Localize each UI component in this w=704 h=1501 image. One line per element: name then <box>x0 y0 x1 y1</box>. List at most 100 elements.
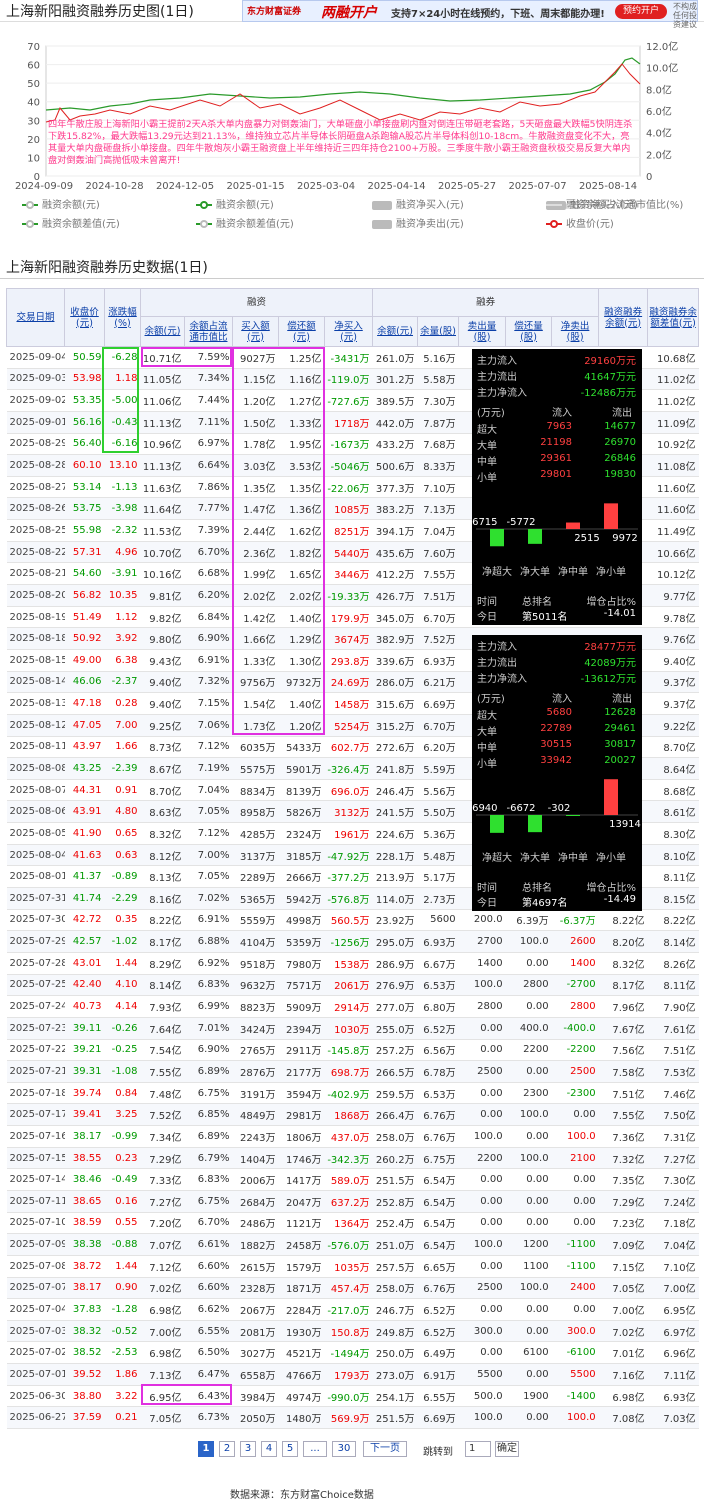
table-cell: 255.0万 <box>372 1017 418 1040</box>
table-cell: 5.48万 <box>417 844 459 867</box>
table-cell: 10.68亿 <box>647 346 699 369</box>
table-cell: 7.04万 <box>417 519 459 542</box>
legend-label: 融资余额差值(元) <box>42 219 120 230</box>
ad-text: 支持7×24小时在线预约，下班、周末都能办理! <box>391 9 605 20</box>
table-cell: 1.35亿 <box>278 476 325 499</box>
table-cell: 4766万 <box>278 1363 325 1386</box>
header-change[interactable]: 涨跌幅(%) <box>104 288 141 347</box>
table-cell: 0.00 <box>458 1168 506 1191</box>
table-cell: 2025-07-29 <box>6 930 65 953</box>
table-cell: 7.93亿 <box>140 995 185 1018</box>
goto-confirm-button[interactable]: 确定 <box>495 1441 519 1457</box>
table-cell: 2914万 <box>324 995 373 1018</box>
legend-item[interactable]: 融资余额(元) <box>196 196 274 211</box>
table-cell: -1.13 <box>104 476 141 499</box>
table-cell: 179.9万 <box>324 606 373 629</box>
popup-main-in-value: 29160万元 <box>584 356 636 367</box>
y-right-tick: 12.0亿 <box>646 40 678 53</box>
table-cell: 7.02% <box>184 887 233 910</box>
table-cell: 11.02亿 <box>647 389 699 412</box>
table-cell: 1.44 <box>104 952 141 975</box>
header-date[interactable]: 交易日期 <box>6 288 65 347</box>
next-page-button[interactable]: 下一页 <box>363 1441 407 1457</box>
header-col-11[interactable]: 偿还量(股) <box>505 316 553 347</box>
header-group-financing[interactable]: 融资 <box>139 288 374 317</box>
table-cell: -22.06万 <box>324 476 373 499</box>
table-cell: 272.6万 <box>372 736 418 759</box>
table-cell: 433.2万 <box>372 433 418 456</box>
ad-banner[interactable]: 东方财富证券 两融开户 支持7×24小时在线预约，下班、周末都能办理! 预约开户… <box>242 0 698 29</box>
table-cell: 300.0 <box>458 1320 506 1343</box>
table-cell: 8.13亿 <box>140 865 185 889</box>
table-cell: 7.00亿 <box>140 1320 185 1343</box>
table-cell: 2025-09-04 <box>6 346 65 369</box>
table-cell: 1718万 <box>324 411 373 434</box>
header-group-short[interactable]: 融券 <box>372 288 600 317</box>
table-cell: 8139万 <box>278 779 325 802</box>
page-30-button[interactable]: 30 <box>332 1441 356 1457</box>
table-cell: 389.5万 <box>372 389 418 412</box>
page-5-button[interactable]: 5 <box>282 1441 298 1457</box>
table-cell: 0.65 <box>104 822 141 845</box>
page-4-button[interactable]: 4 <box>261 1441 277 1457</box>
header-close[interactable]: 收盘价(元) <box>64 288 105 347</box>
page-2-button[interactable]: 2 <box>219 1441 235 1457</box>
legend-marker-icon <box>22 220 38 228</box>
header-col-7[interactable]: 净买入(元) <box>323 316 374 347</box>
table-cell: 6.53万 <box>417 1082 459 1105</box>
table-cell: 9.40亿 <box>140 692 185 715</box>
header-col-8[interactable]: 余额(元) <box>372 316 419 347</box>
page-1-button[interactable]: 1 <box>198 1441 214 1457</box>
table-cell: 2025-07-04 <box>6 1298 65 1321</box>
table-cell: 0.00 <box>458 1190 506 1213</box>
ad-logo: 东方财富证券 <box>247 7 302 17</box>
legend-item[interactable]: 融资净卖出(元) <box>372 215 464 230</box>
table-cell: 286.9万 <box>372 952 418 975</box>
table-cell: 1.18 <box>104 368 141 391</box>
table-row: 2025-07-24 40.73 4.14 7.93亿 6.99% 8823万 5909万 2… <box>6 995 699 1018</box>
header-total-balance[interactable]: 融资融券余额(元) <box>598 288 649 347</box>
table-cell: 6.95亿 <box>647 1298 699 1321</box>
table-cell: 2050万 <box>232 1406 279 1430</box>
popup-col-in: 流入 <box>552 694 572 705</box>
popup-row-in: 7963 <box>546 421 572 432</box>
table-cell: -990.0万 <box>324 1385 373 1408</box>
legend-item[interactable]: 融资余额差值(元) <box>22 215 120 230</box>
header-col-4[interactable]: 余额占流通市值比 <box>184 316 233 347</box>
legend-item[interactable]: 融资余额(元) <box>22 196 100 211</box>
header-total-diff[interactable]: 融资融券余额差值(元) <box>647 288 700 347</box>
table-cell: 43.97 <box>64 736 105 759</box>
table-cell: 41.63 <box>64 844 105 867</box>
header-col-12[interactable]: 净卖出(股) <box>551 316 600 347</box>
header-col-9[interactable]: 余量(股) <box>417 316 460 347</box>
page-3-button[interactable]: 3 <box>240 1441 256 1457</box>
table-cell: 2666万 <box>278 865 325 889</box>
legend-item[interactable]: 融资余额差值(元) <box>196 215 294 230</box>
ad-open-account-button[interactable]: 预约开户 <box>615 4 667 19</box>
table-cell: 9518万 <box>232 952 279 975</box>
popup-bar-label: 9972 <box>612 533 637 544</box>
table-cell: 6.53万 <box>417 974 459 997</box>
table-cell: 2025-07-08 <box>6 1255 65 1278</box>
header-col-10[interactable]: 卖出量(股) <box>458 316 507 347</box>
table-cell: -1400 <box>551 1385 599 1408</box>
legend-item[interactable]: 融资余额占流通市值比(%) <box>546 196 683 211</box>
table-cell: 2615万 <box>232 1255 279 1278</box>
table-cell: 1.27亿 <box>278 389 325 412</box>
table-cell: 295.0万 <box>372 930 418 953</box>
goto-page-input[interactable]: 1 <box>465 1441 491 1457</box>
table-cell: 0.16 <box>104 1190 141 1213</box>
table-cell: 0.00 <box>458 1298 506 1321</box>
legend-item[interactable]: 融资净买入(元) <box>372 196 464 211</box>
table-cell: 1806万 <box>278 1125 325 1148</box>
popup-bar <box>604 779 618 815</box>
header-col-6[interactable]: 偿还额(元) <box>278 316 325 347</box>
table-cell: 2700 <box>458 930 506 953</box>
header-col-3[interactable]: 余额(元) <box>140 316 185 347</box>
legend-item[interactable]: 收盘价(元) <box>546 215 614 230</box>
header-col-5[interactable]: 买入额(元) <box>232 316 279 347</box>
table-cell: 1404万 <box>232 1147 279 1170</box>
table-cell: 7.03亿 <box>647 1406 699 1430</box>
table-cell: -6.16 <box>104 433 141 456</box>
popup-bar <box>490 529 504 547</box>
